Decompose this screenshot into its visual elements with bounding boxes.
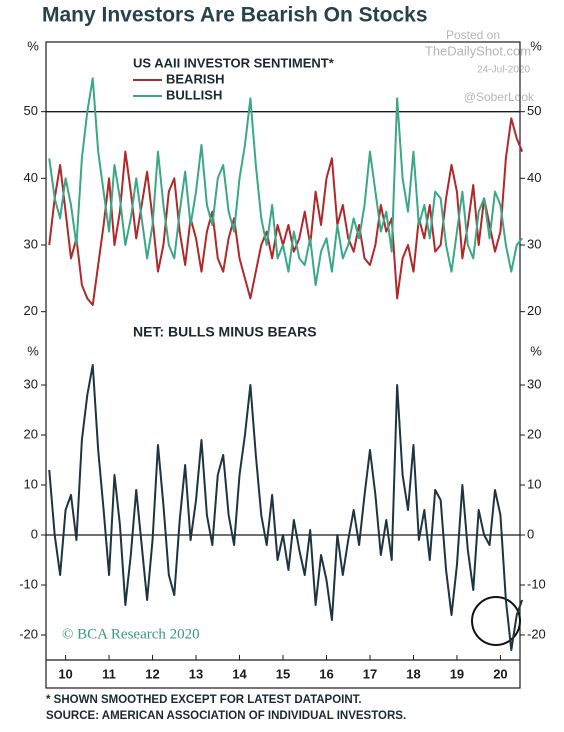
x-tick-label: 11: [102, 666, 116, 681]
x-tick-label: 14: [232, 666, 247, 681]
legend-label: BEARISH: [166, 71, 225, 86]
y-tick-label: -20: [19, 626, 38, 641]
y-unit: %: [530, 343, 542, 358]
watermark-posted: Posted on: [446, 28, 500, 42]
y-unit: %: [530, 38, 542, 53]
y-tick-label: 50: [24, 103, 38, 118]
series-line: [48, 364, 524, 651]
y-tick-label: 20: [527, 303, 541, 318]
y-tick-label: 20: [24, 426, 38, 441]
annotation: © BCA Research 2020: [62, 626, 200, 642]
y-tick-label: 30: [24, 236, 38, 251]
y-tick-label: 10: [527, 476, 541, 491]
y-tick-label: -10: [527, 576, 546, 591]
watermark-date: 24-Jul-2020: [477, 65, 530, 76]
y-tick-label: 10: [24, 476, 38, 491]
watermark-handle: @SoberLook: [464, 90, 535, 104]
x-tick-label: 13: [189, 666, 203, 681]
page-title: Many Investors Are Bearish On Stocks: [42, 4, 428, 27]
y-tick-label: 30: [527, 376, 541, 391]
x-tick-label: 19: [450, 666, 464, 681]
y-tick-label: 40: [24, 170, 38, 185]
y-tick-label: 20: [24, 303, 38, 318]
y-tick-label: 0: [527, 526, 534, 541]
y-tick-label: 20: [527, 426, 541, 441]
x-tick-label: 16: [319, 666, 333, 681]
x-tick-label: 20: [493, 666, 507, 681]
legend-label: BULLISH: [166, 87, 222, 102]
panel-title: NET: BULLS MINUS BEARS: [133, 324, 317, 340]
y-unit: %: [27, 38, 39, 53]
y-tick-label: 40: [527, 170, 541, 185]
highlight-circle: [471, 596, 521, 646]
x-tick-label: 12: [145, 666, 159, 681]
x-tick-label: 15: [276, 666, 290, 681]
y-tick-label: -20: [527, 626, 546, 641]
x-tick-label: 18: [406, 666, 420, 681]
x-tick-label: 17: [363, 666, 377, 681]
y-tick-label: 30: [527, 236, 541, 251]
subtitle: US AAII INVESTOR SENTIMENT*: [133, 55, 335, 70]
y-tick-label: 30: [24, 376, 38, 391]
y-tick-label: 0: [31, 526, 38, 541]
y-tick-label: 50: [527, 103, 541, 118]
footnote: * SHOWN SMOOTHED EXCEPT FOR LATEST DATAP…: [46, 694, 362, 706]
y-tick-label: -10: [19, 576, 38, 591]
x-tick-label: 10: [58, 666, 72, 681]
source: SOURCE: AMERICAN ASSOCIATION OF INDIVIDU…: [46, 710, 406, 722]
watermark-site: TheDailyShot.com: [425, 43, 531, 58]
series-line: [48, 77, 523, 286]
y-unit: %: [27, 343, 39, 358]
frame: [45, 41, 521, 689]
